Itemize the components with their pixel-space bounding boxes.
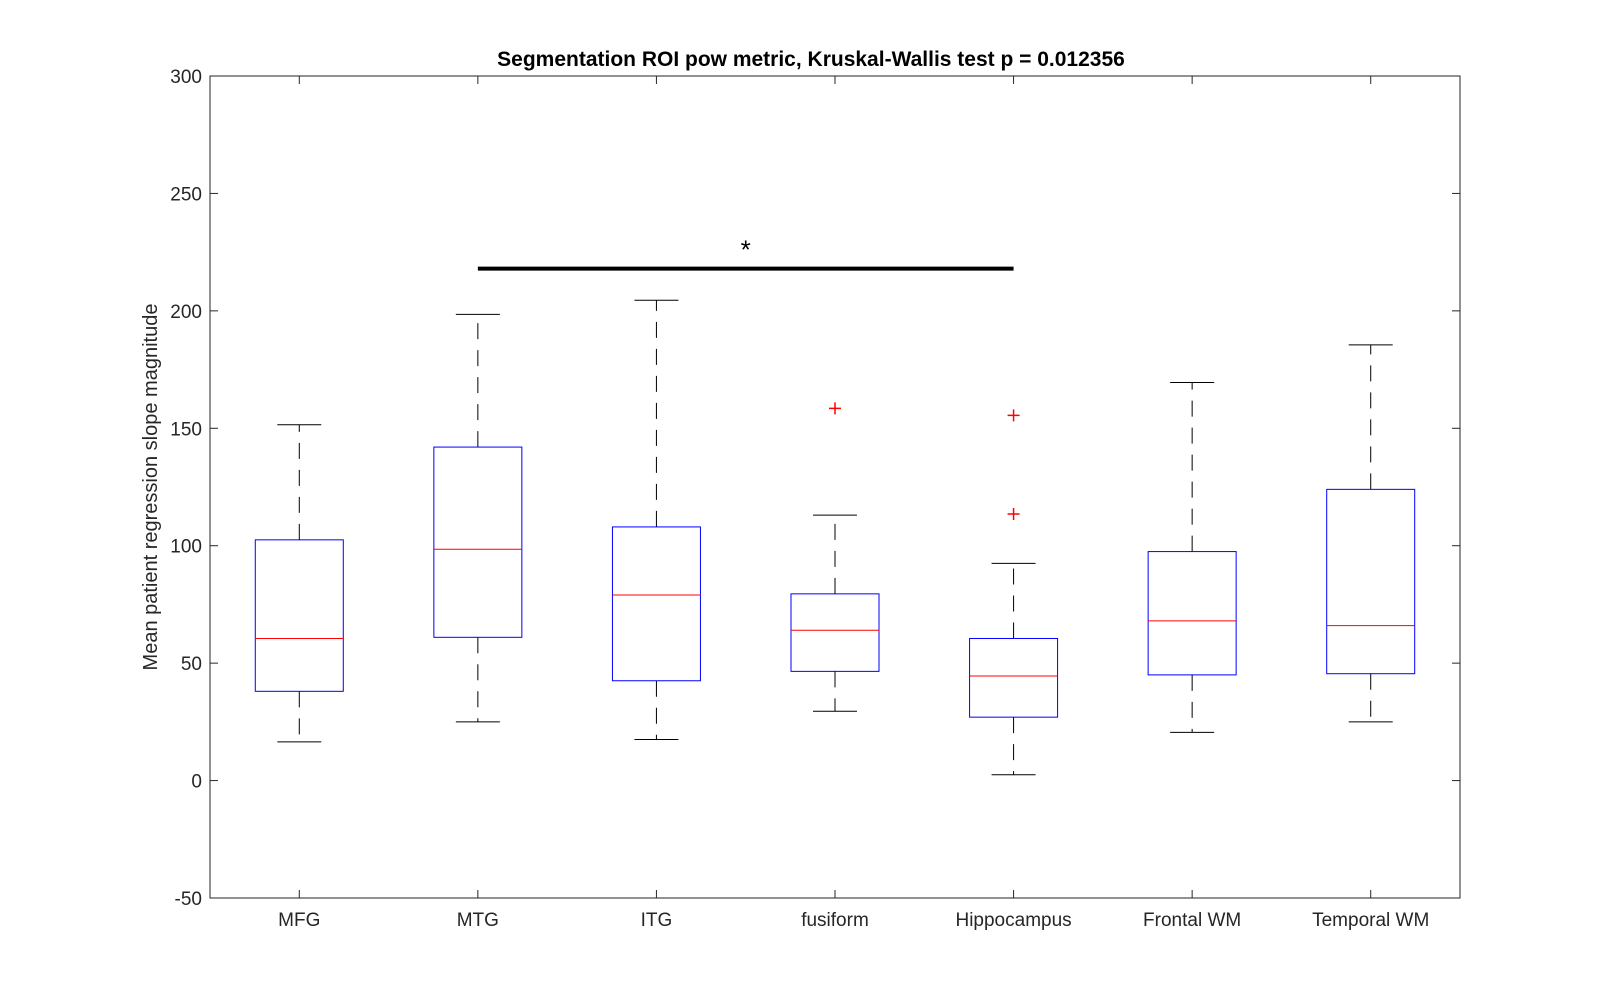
box-hippocampus xyxy=(969,637,1059,718)
y-tick-label: 50 xyxy=(181,654,202,675)
x-tick-label: ITG xyxy=(641,910,673,931)
x-tick-label: fusiform xyxy=(801,910,869,931)
box-itg xyxy=(611,526,701,682)
x-tick-label: Temporal WM xyxy=(1312,910,1429,931)
x-tick-label: MFG xyxy=(278,910,320,931)
outlier-marker xyxy=(829,402,841,415)
x-tick-label: MTG xyxy=(457,910,499,931)
box-temporal-wm xyxy=(1326,488,1416,675)
y-tick-label: -50 xyxy=(175,889,202,910)
y-axis-label: Mean patient regression slope magnitude xyxy=(140,304,162,671)
x-tick-label: Frontal WM xyxy=(1143,910,1241,931)
chart-marks: -50 0 50 100 150 200 250 300 MFG MTG ITG fusiform Hi… xyxy=(170,67,1460,931)
y-tick-label: 300 xyxy=(170,67,202,88)
y-tick-label: 150 xyxy=(170,419,202,440)
chart-title: Segmentation ROI pow metric, Kruskal-Wal… xyxy=(497,48,1125,71)
plot-area xyxy=(209,75,1461,899)
y-tick-label: 0 xyxy=(191,772,202,793)
box-fusiform xyxy=(790,593,880,672)
y-tick-label: 250 xyxy=(170,184,202,205)
x-tick-label: Hippocampus xyxy=(955,910,1071,931)
significance-marker: * xyxy=(741,235,751,265)
box-mfg xyxy=(254,539,344,692)
outlier-marker xyxy=(1007,409,1020,422)
box-frontal-wm xyxy=(1147,551,1237,676)
outlier-marker xyxy=(1007,508,1020,521)
y-tick-label: 100 xyxy=(170,537,202,558)
y-tick-label: 200 xyxy=(170,302,202,323)
box-mtg xyxy=(433,446,523,638)
